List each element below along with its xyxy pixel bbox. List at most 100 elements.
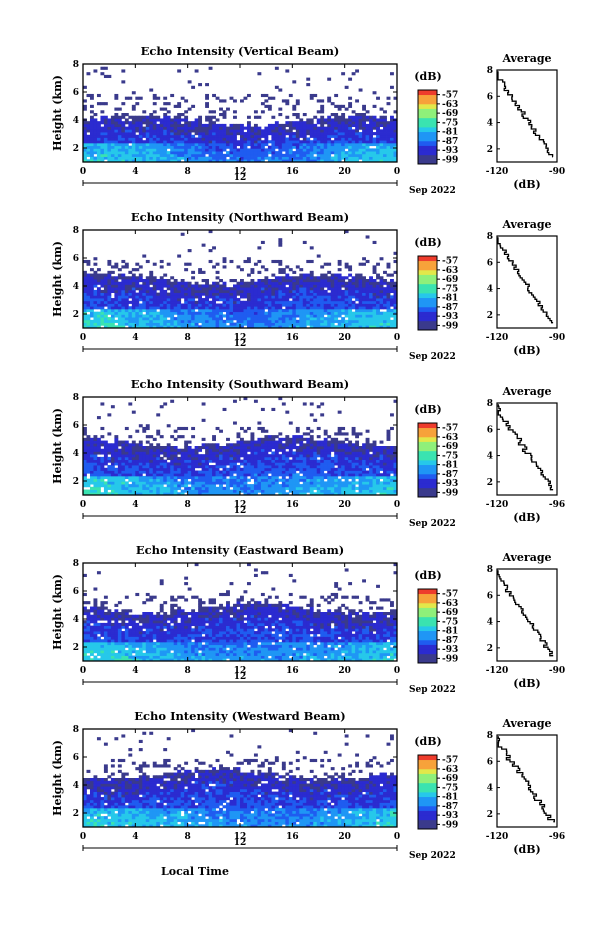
heatmap-cell: [306, 317, 311, 321]
heatmap-cell: [246, 156, 251, 160]
heatmap-cell: [145, 142, 150, 147]
heatmap-cell: [187, 462, 192, 466]
heatmap-cell: [198, 83, 203, 87]
heatmap-cell: [180, 492, 185, 496]
heatmap-cell: [219, 319, 223, 323]
heatmap-cell: [131, 306, 136, 310]
heatmap-cell: [285, 484, 290, 488]
heatmap-cell: [103, 148, 108, 152]
heatmap-cell: [159, 314, 164, 318]
heatmap-cell: [229, 448, 234, 452]
heatmap-cell: [152, 151, 157, 155]
heatmap-cell: [316, 459, 321, 463]
heatmap-cell: [212, 129, 216, 133]
heatmap-cell: [386, 151, 391, 155]
heatmap-cell: [309, 287, 314, 291]
heatmap-cell: [135, 470, 140, 474]
heatmap-cell: [383, 270, 387, 274]
heatmap-cell: [278, 151, 283, 155]
heatmap-cell: [100, 72, 105, 76]
heatmap-cell: [306, 159, 311, 163]
heatmap-cell: [351, 281, 356, 285]
heatmap-cell: [358, 284, 363, 288]
colorbar-segment: [418, 288, 437, 294]
heatmap-cell: [295, 467, 300, 471]
heatmap-cell: [337, 151, 342, 155]
heatmap-cell: [131, 325, 136, 329]
heatmap-cell: [198, 126, 203, 130]
heatmap-cell: [271, 279, 276, 283]
heatmap-cell: [362, 137, 366, 141]
heatmap-cell: [142, 159, 147, 163]
heatmap-cell: [320, 153, 325, 157]
heatmap-cell: [260, 325, 265, 329]
heatmap-cell: [372, 156, 377, 160]
heatmap-cell: [205, 298, 209, 302]
heatmap-cell: [292, 435, 297, 439]
heatmap-cell: [107, 325, 112, 329]
heatmap-cell: [233, 311, 237, 315]
heatmap-cell: [201, 145, 206, 149]
heatmap-cell: [152, 145, 157, 149]
heatmap-cell: [152, 289, 157, 294]
heatmap-cell: [233, 303, 237, 307]
heatmap-cell: [246, 140, 251, 144]
heatmap-cell: [96, 132, 101, 136]
heatmap-cell: [274, 440, 279, 444]
heatmap-cell: [159, 126, 164, 130]
heatmap-cell: [149, 151, 154, 155]
heatmap-cell: [131, 317, 136, 321]
heatmap-cell: [135, 295, 140, 299]
heatmap-cell: [292, 156, 297, 160]
heatmap-cell: [362, 121, 366, 125]
heatmap-cell: [281, 281, 286, 285]
heatmap-cell: [152, 121, 157, 125]
heatmap-cell: [250, 270, 255, 274]
heatmap-cell: [365, 132, 370, 136]
heatmap-cell: [229, 465, 234, 469]
heatmap-cell: [138, 96, 143, 100]
heatmap-cell: [323, 459, 328, 463]
heatmap-cell: [163, 311, 168, 315]
heatmap-cell: [201, 287, 206, 291]
heatmap-cell: [180, 123, 185, 128]
heatmap-cell: [117, 134, 122, 138]
heatmap-cell: [96, 281, 101, 285]
heatmap-cell: [274, 151, 279, 155]
heatmap-cell: [117, 448, 122, 452]
heatmap-cell: [233, 308, 237, 313]
heatmap-cell: [229, 142, 234, 147]
heatmap-cell: [96, 295, 101, 299]
heatmap-cell: [376, 142, 380, 147]
heatmap-cell: [344, 314, 349, 318]
heatmap-cell: [219, 279, 223, 283]
heatmap-cell: [229, 140, 234, 144]
heatmap-cell: [226, 459, 230, 463]
heatmap-cell: [222, 113, 227, 117]
heatmap-cell: [86, 489, 91, 493]
heatmap-cell: [348, 484, 353, 488]
heatmap-cell: [83, 489, 87, 493]
heatmap-cell: [194, 118, 199, 122]
heatmap-cell: [313, 137, 318, 141]
heatmap-cell: [205, 459, 209, 463]
heatmap-cell: [184, 306, 189, 310]
heatmap-cell: [292, 159, 297, 163]
heatmap-cell: [337, 446, 342, 450]
heatmap-cell: [103, 295, 108, 299]
heatmap-cell: [96, 486, 101, 490]
heatmap-cell: [138, 308, 143, 313]
heatmap-cell: [267, 159, 272, 163]
heatmap-cell: [226, 437, 230, 441]
heatmap-cell: [365, 159, 370, 163]
heatmap-cell: [166, 308, 171, 313]
heatmap-cell: [121, 137, 126, 141]
heatmap-cell: [302, 451, 307, 455]
heatmap-cell: [138, 276, 143, 280]
heatmap-cell: [281, 319, 286, 323]
heatmap-cell: [337, 137, 342, 141]
heatmap-cell: [351, 279, 356, 283]
heatmap-cell: [372, 151, 377, 155]
heatmap-cell: [205, 284, 209, 288]
heatmap-cell: [173, 292, 178, 296]
